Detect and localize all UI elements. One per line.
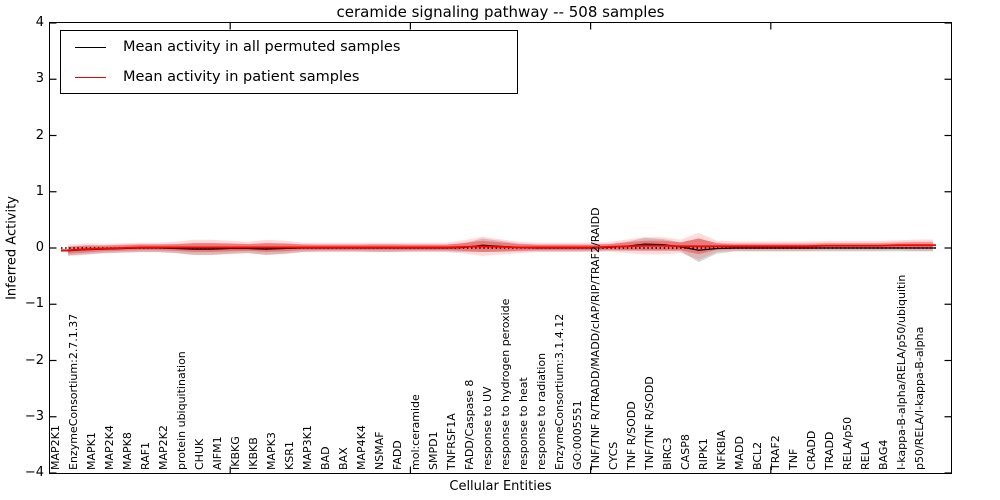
x-tick-label: I-kappa-B-alpha/RELA/p50/ubiquitin	[895, 274, 909, 470]
x-tick-label: TNF/TNF R/SODD	[643, 376, 657, 470]
x-tick-label: BAD	[318, 446, 332, 470]
x-tick-label: CHUK	[192, 438, 206, 470]
x-tick-label: MAP2K2	[156, 425, 170, 470]
x-tick-label: TNF	[787, 448, 801, 470]
x-tick-label: EnzymeConsortium:2.7.1.37	[66, 313, 80, 470]
x-tick-label: FADD	[390, 440, 404, 470]
legend-line-sample-permuted	[75, 46, 106, 48]
x-tick-label: TRADD	[823, 431, 837, 470]
x-tick-label: BIRC3	[661, 437, 675, 470]
x-tick-label: MAPK8	[120, 432, 134, 470]
y-tick-label: −3	[24, 408, 44, 424]
x-tick-label: RELA	[859, 441, 873, 471]
y-tick-label: 4	[35, 15, 44, 30]
x-tick-label: CYCS	[607, 441, 621, 470]
x-tick-label: MAP4K4	[354, 425, 368, 470]
x-tick-label: RIPK1	[697, 438, 711, 470]
x-tick-label: RAF1	[138, 441, 152, 470]
y-tick-label: 0	[35, 240, 44, 255]
chart-title: ceramide signaling pathway -- 508 sample…	[336, 3, 665, 21]
chart-svg	[50, 23, 951, 473]
x-tick-label: response to radiation	[535, 352, 549, 470]
legend-item-permuted: Mean activity in all permuted samples	[61, 33, 517, 61]
x-tick-label: MAP2K4	[102, 425, 116, 470]
x-tick-label: p50/RELA/I-kappa-B-alpha	[913, 326, 927, 470]
x-tick-label: response to heat	[517, 377, 531, 470]
y-tick-label: 3	[35, 71, 44, 87]
x-tick-label: mol:ceramide	[408, 394, 422, 470]
x-tick-label: GO:0005551	[571, 400, 585, 470]
x-tick-label: MAP2K1	[48, 425, 62, 470]
x-tick-label: MAP3K1	[300, 425, 314, 470]
x-tick-label: NFKBIA	[715, 429, 729, 470]
legend-label: Mean activity in patient samples	[123, 69, 360, 85]
x-tick-label: CASP8	[679, 434, 693, 470]
y-tick-label: 1	[35, 183, 44, 199]
x-tick-label: AIFM1	[210, 436, 224, 470]
y-tick-label: −4	[24, 465, 44, 480]
x-tick-label: NSMAF	[372, 431, 386, 470]
y-tick-label: −2	[24, 352, 44, 368]
x-tick-label: BAG4	[877, 439, 891, 470]
legend-label: Mean activity in all permuted samples	[123, 39, 401, 55]
x-axis-label: Cellular Entities	[449, 479, 552, 494]
x-tick-label: MADD	[733, 436, 747, 470]
x-tick-label: TNF/TNF R/TRADD/MADD/cIAP/RIP/TRAF2/RAID…	[589, 207, 603, 470]
x-tick-label: IKBKG	[228, 436, 242, 470]
legend-item-patient: Mean activity in patient samples	[61, 63, 517, 91]
x-tick-label: TNFRSF1A	[444, 413, 458, 470]
x-tick-label: MAPK3	[264, 432, 278, 470]
x-tick-label: TNF R/SODD	[625, 401, 639, 470]
x-tick-label: response to UV	[481, 386, 494, 470]
x-tick-label: CRADD	[805, 430, 819, 470]
legend-line-sample-patient	[75, 76, 106, 78]
x-tick-label: FADD/Caspase 8	[462, 379, 476, 470]
x-tick-label: IKBKB	[246, 437, 260, 470]
x-tick-label: RELA/p50	[841, 416, 855, 470]
x-tick-label: BAX	[336, 447, 350, 470]
x-tick-label: KSR1	[282, 441, 296, 470]
x-tick-label: BCL2	[751, 441, 765, 470]
y-tick-label: 2	[35, 127, 44, 143]
x-tick-label: SMPD1	[426, 431, 440, 470]
x-tick-label: MAPK1	[84, 432, 98, 470]
x-tick-label: response to hydrogen peroxide	[499, 298, 513, 470]
x-tick-label: EnzymeConsortium:3.1.4.12	[553, 313, 567, 470]
legend: Mean activity in all permuted samples Me…	[60, 30, 518, 94]
x-tick-label: protein ubiquitination	[174, 351, 188, 470]
y-axis-label: Inferred Activity	[4, 196, 20, 300]
x-tick-label: TRAF2	[769, 435, 783, 470]
y-tick-label: −1	[24, 296, 44, 312]
